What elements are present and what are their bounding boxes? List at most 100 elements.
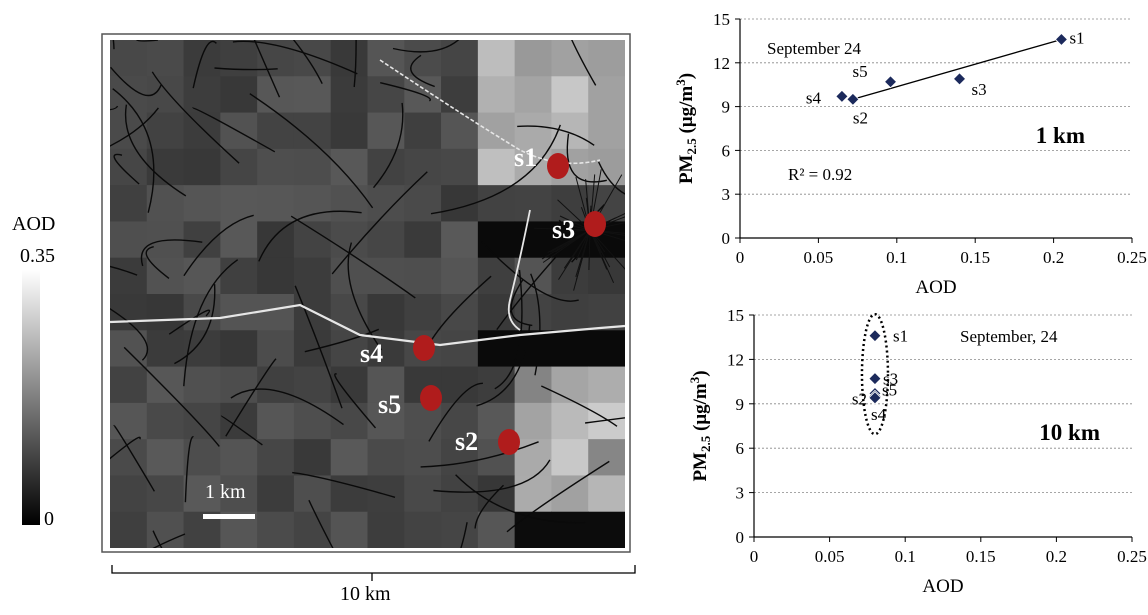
road	[372, 102, 404, 189]
road	[110, 107, 159, 147]
aod-pixel	[183, 402, 221, 440]
y-tick-label: 9	[736, 395, 745, 414]
aod-pixel	[441, 294, 479, 331]
aod-pixel	[110, 40, 148, 77]
aod-pixel	[330, 76, 368, 114]
road	[290, 215, 416, 299]
site-marker-s1	[547, 153, 569, 179]
aod-pixel	[110, 221, 148, 259]
road	[575, 229, 591, 261]
x-tick-label: 0.1	[895, 547, 916, 566]
aod-pixel	[441, 330, 479, 368]
colorbar	[22, 270, 40, 525]
road	[392, 40, 460, 53]
road	[510, 279, 533, 327]
aod-raster	[110, 40, 625, 548]
aod-pixel	[367, 366, 405, 404]
road	[168, 309, 211, 335]
point-label-s3: s3	[972, 80, 987, 99]
aod-pixel	[551, 40, 589, 77]
road	[460, 522, 468, 548]
aod-pixel	[183, 76, 221, 114]
y-axis-label: PM2.5 (μg/m3)	[673, 73, 699, 184]
aod-pixel	[257, 40, 295, 77]
road	[530, 273, 541, 376]
aod-pixel	[477, 112, 516, 150]
road	[455, 474, 586, 524]
aod-pixel	[588, 366, 625, 404]
aod-pixel	[183, 439, 221, 476]
x-tick-label: 0	[750, 547, 759, 566]
aod-pixel	[293, 330, 332, 368]
aod-pixel	[441, 475, 479, 513]
aod-pixel	[110, 330, 148, 368]
boundary	[379, 59, 601, 165]
aod-pixel	[514, 402, 552, 440]
scalebar-label: 1 km	[205, 481, 246, 503]
aod-pixel	[441, 257, 479, 295]
y-tick-label: 15	[713, 10, 730, 29]
aod-pixel	[257, 402, 295, 440]
aod-pixel	[110, 402, 148, 440]
road	[184, 435, 195, 503]
y-tick-label: 0	[736, 528, 745, 547]
aod-pixel	[257, 185, 295, 222]
scalebar	[203, 514, 255, 519]
road	[292, 40, 323, 85]
aod-pixel	[477, 76, 516, 114]
aod-pixel	[293, 439, 332, 476]
road	[534, 227, 591, 231]
aod-pixel	[367, 112, 405, 150]
aod-pixel	[551, 366, 589, 404]
scatter-10km: 0 3 6 9 12 15 0 0.05 0.1 0.15 0.2 0.25 AOD PM2.5 (μg/…	[687, 306, 1147, 597]
road	[410, 54, 435, 88]
aod-pixel	[367, 148, 405, 186]
site-marker-s4	[413, 335, 435, 361]
site-marker-s5	[420, 385, 442, 411]
aod-pixel	[293, 511, 332, 548]
y-tick-label: 15	[727, 306, 744, 325]
site-label-s5: s5	[378, 390, 401, 419]
aod-pixel	[183, 475, 221, 513]
road	[113, 153, 140, 185]
road	[353, 40, 357, 88]
aod-pixel	[551, 439, 589, 476]
road	[557, 229, 591, 233]
point-s4	[835, 89, 849, 103]
road	[123, 346, 220, 447]
road	[258, 210, 362, 262]
x-axis-label: AOD	[915, 277, 956, 298]
aod-pixel	[477, 366, 516, 404]
aod-pixel	[551, 112, 589, 150]
aod-pixel	[588, 475, 625, 513]
aod-pixel	[330, 402, 368, 440]
road	[110, 307, 149, 361]
road	[225, 358, 277, 437]
aod-pixel	[367, 475, 405, 513]
aod-pixel	[588, 40, 625, 77]
aod-pixel	[404, 185, 442, 222]
point-s1	[868, 329, 882, 343]
road	[331, 171, 428, 275]
y-tick-label: 12	[727, 350, 744, 369]
aod-pixel	[257, 76, 295, 114]
aod-pixel	[367, 511, 405, 548]
aod-pixel	[146, 402, 185, 440]
point-label-s1: s1	[1069, 28, 1084, 47]
aod-pixel	[330, 439, 368, 476]
road	[589, 229, 625, 270]
aod-pixel	[477, 40, 516, 77]
point-label-s5: s5	[882, 380, 897, 399]
x-tick-label: 0.05	[815, 547, 845, 566]
road	[230, 388, 344, 426]
aod-pixel	[441, 112, 479, 150]
river	[507, 209, 531, 331]
aod-pixel	[257, 366, 295, 404]
aod-pixel	[367, 221, 405, 259]
point-s4	[868, 391, 882, 405]
resolution-label: 1 km	[1036, 123, 1085, 148]
aod-pixel	[257, 475, 295, 513]
aod-pixel	[514, 366, 552, 404]
aod-pixel	[477, 221, 516, 259]
x-tick-label: 0	[736, 248, 745, 267]
